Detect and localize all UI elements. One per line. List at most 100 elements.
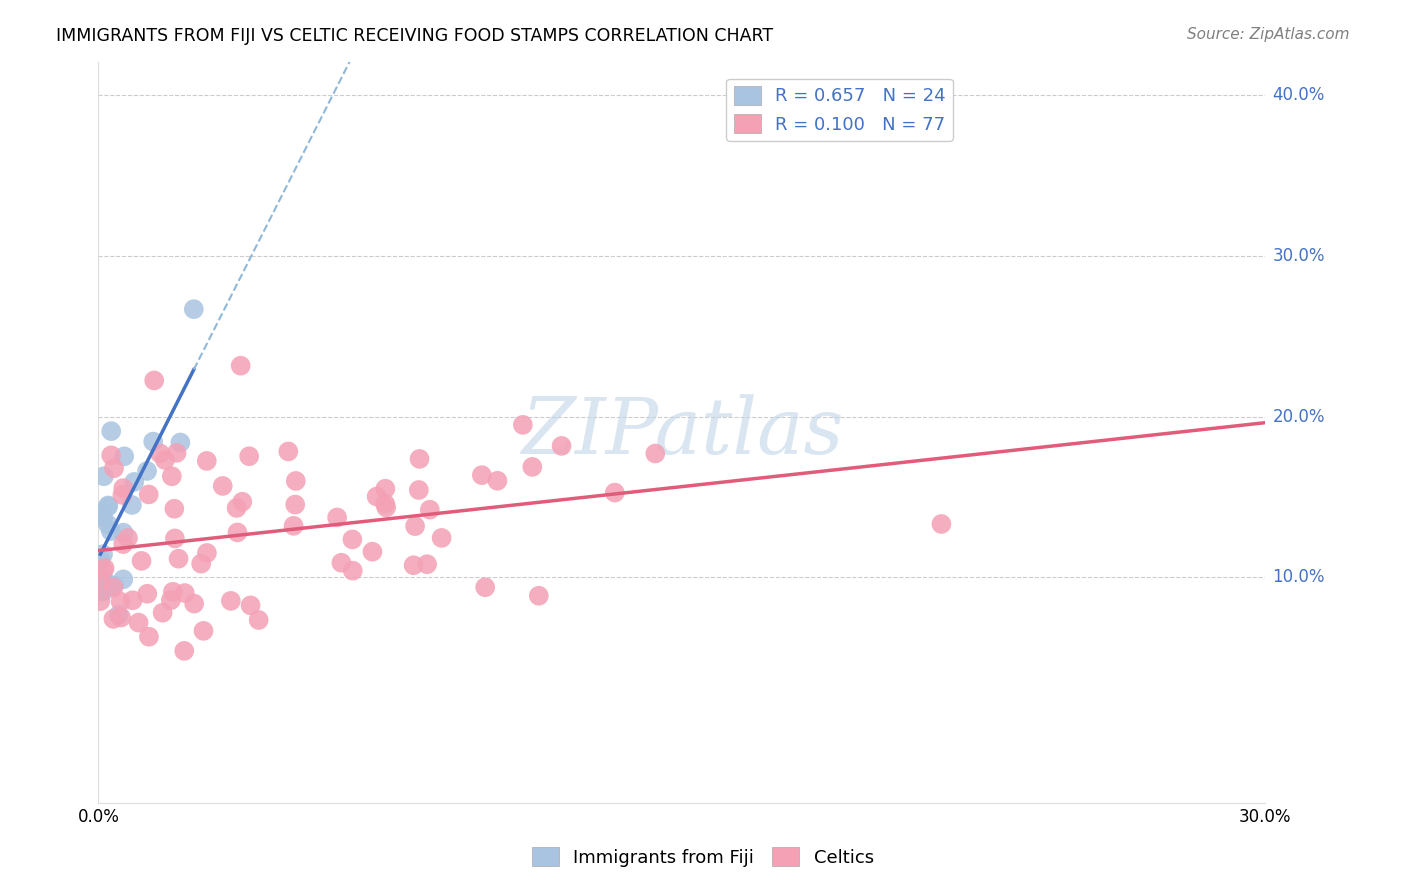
Point (183, 597, 205, 611)
Point (111, 488, 134, 502)
Point (97, 499, 120, 513)
Text: 30.0%: 30.0% (1272, 246, 1324, 265)
Point (91, 547, 114, 561)
Point (160, 469, 183, 483)
Point (231, 494, 253, 508)
Point (330, 556, 353, 570)
Point (404, 519, 426, 533)
Point (89, 594, 111, 608)
Point (160, 593, 183, 607)
Point (247, 613, 270, 627)
Text: 40.0%: 40.0% (1272, 86, 1324, 103)
Point (93, 469, 115, 483)
Point (374, 497, 396, 511)
Point (112, 537, 135, 551)
Point (238, 449, 260, 463)
Point (100, 524, 122, 538)
Point (527, 589, 550, 603)
Point (143, 373, 166, 387)
Point (226, 525, 249, 540)
Point (474, 580, 496, 594)
Point (408, 483, 430, 497)
Point (89, 554, 111, 568)
Point (173, 644, 195, 658)
Point (283, 519, 305, 533)
Point (128, 615, 150, 630)
Point (138, 630, 160, 644)
Point (361, 544, 384, 558)
Point (97, 517, 120, 532)
Point (193, 624, 215, 638)
Point (112, 450, 135, 464)
Legend: Immigrants from Fiji, Celtics: Immigrants from Fiji, Celtics (524, 840, 882, 874)
Point (89, 575, 111, 590)
Point (239, 599, 262, 613)
Point (100, 424, 122, 438)
Point (931, 516, 953, 531)
Point (94, 574, 117, 588)
Point (644, 446, 666, 460)
Point (142, 434, 165, 449)
Point (211, 479, 233, 493)
Point (225, 500, 247, 515)
Point (121, 593, 143, 607)
Point (93, 561, 115, 575)
Point (124, 475, 146, 489)
Point (366, 490, 388, 504)
Point (471, 468, 494, 483)
Point (103, 461, 125, 475)
Point (195, 454, 218, 468)
Text: 10.0%: 10.0% (1272, 568, 1324, 586)
Point (375, 500, 398, 515)
Point (131, 554, 153, 568)
Point (486, 474, 509, 488)
Point (97, 500, 120, 514)
Legend: R = 0.657   N = 24, R = 0.100   N = 77: R = 0.657 N = 24, R = 0.100 N = 77 (727, 78, 953, 141)
Point (89, 584, 111, 599)
Point (112, 572, 135, 586)
Point (419, 502, 441, 516)
Text: ZIPatlas: ZIPatlas (520, 394, 844, 471)
Point (121, 498, 143, 512)
Point (112, 481, 135, 495)
Point (166, 446, 188, 460)
Point (512, 417, 534, 432)
Point (342, 533, 364, 547)
Point (93, 584, 115, 599)
Point (91, 510, 114, 524)
Point (550, 439, 572, 453)
Point (416, 558, 439, 572)
Text: IMMIGRANTS FROM FIJI VS CELTIC RECEIVING FOOD STAMPS CORRELATION CHART: IMMIGRANTS FROM FIJI VS CELTIC RECEIVING… (56, 27, 773, 45)
Point (136, 587, 159, 601)
Point (183, 302, 205, 317)
Point (117, 531, 139, 545)
Point (167, 551, 190, 566)
Point (136, 464, 159, 478)
Point (152, 606, 174, 620)
Point (190, 557, 212, 571)
Point (110, 610, 132, 624)
Point (163, 501, 186, 516)
Point (91, 508, 114, 522)
Point (103, 580, 125, 594)
Point (408, 451, 430, 466)
Point (173, 586, 195, 600)
Point (342, 564, 364, 578)
Point (430, 531, 453, 545)
Point (603, 485, 626, 500)
Point (402, 558, 425, 573)
Point (284, 498, 307, 512)
Point (110, 595, 132, 609)
Point (103, 578, 125, 592)
Text: 20.0%: 20.0% (1272, 408, 1324, 425)
Point (219, 594, 242, 608)
Point (326, 510, 349, 524)
Point (229, 359, 252, 373)
Point (153, 453, 176, 467)
Point (100, 448, 122, 462)
Point (284, 474, 307, 488)
Point (149, 446, 172, 460)
Point (169, 435, 191, 450)
Point (93, 563, 115, 577)
Point (103, 612, 125, 626)
